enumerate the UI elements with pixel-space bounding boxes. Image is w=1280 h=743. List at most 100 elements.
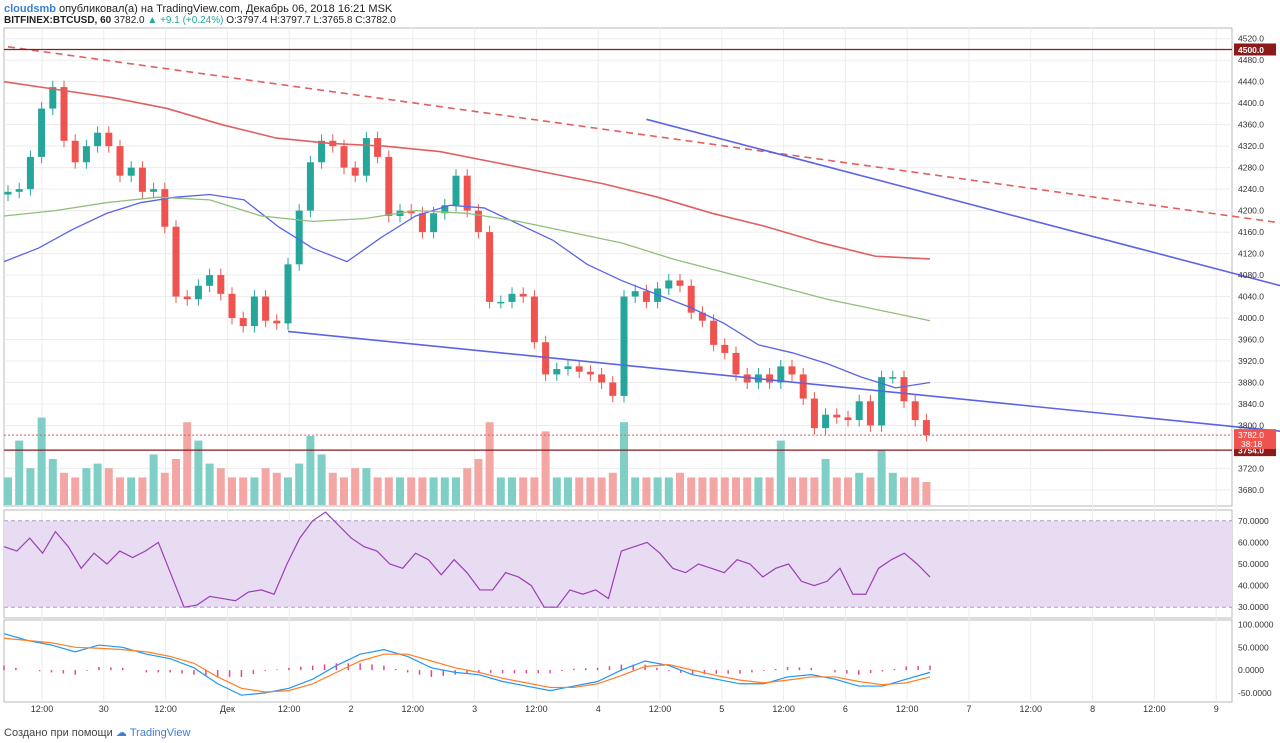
candle-body [530, 296, 538, 343]
candle-body [508, 293, 516, 302]
volume-bar [821, 459, 830, 505]
candle-body [60, 87, 68, 141]
author-name[interactable]: cloudsmb [4, 3, 56, 15]
time-tick-label: 12:00 [525, 704, 548, 714]
volume-bar [832, 477, 841, 505]
volume-bar [328, 472, 337, 505]
chart-layers [3, 46, 1280, 696]
volume-bar [709, 477, 718, 505]
volume-bar [373, 477, 382, 505]
candle-body [284, 264, 292, 324]
volume-bar [608, 472, 617, 505]
volume-bar [149, 454, 158, 505]
price-tick-label: 4440.0 [1238, 77, 1264, 87]
last-price: 3782.0 [114, 15, 145, 26]
time-tick-label: 12:00 [772, 704, 795, 714]
volume-bar [228, 477, 236, 505]
volume-bar [799, 477, 808, 505]
candle-body [4, 191, 12, 195]
volume-bar [866, 477, 875, 505]
rsi-tick-label: 70.0000 [1238, 516, 1269, 526]
volume-bar [620, 422, 628, 505]
macd-tick-label: 100.0000 [1238, 620, 1274, 630]
candle-body [340, 146, 348, 168]
price-tick-label: 4200.0 [1238, 206, 1264, 216]
ma_slow-line [3, 80, 931, 260]
price-tick-label: 3920.0 [1238, 356, 1264, 366]
candle-body [631, 291, 639, 297]
candle-body [262, 296, 270, 321]
candle-body [183, 296, 191, 300]
volume-bar [250, 477, 259, 505]
volume-bar [272, 472, 281, 505]
candle-body [15, 189, 23, 192]
volume-bar [172, 459, 180, 505]
volume-bar [71, 477, 80, 505]
published-text: опубликовал(а) на TradingView.com, Декаб… [59, 3, 393, 15]
macd-pane [3, 619, 1233, 703]
level-price-label: 4500.0 [1238, 45, 1264, 55]
volume-bar [698, 477, 707, 505]
candle-body [362, 138, 370, 176]
volume-bar [452, 477, 460, 505]
symbol-line: BITFINEX:BTCUSD, 60 3782.0 ▲ +9.1 (+0.24… [4, 15, 396, 26]
candle-body [598, 374, 606, 383]
price-tick-label: 4000.0 [1238, 313, 1264, 323]
candle-body [844, 417, 852, 421]
volume-bar [463, 468, 472, 505]
volume-bar [664, 477, 673, 505]
volume-bar [844, 477, 852, 505]
time-tick-label: 12:00 [649, 704, 672, 714]
candle-body [407, 210, 415, 214]
volume-bar [541, 431, 550, 505]
rsi-tick-label: 50.0000 [1238, 559, 1269, 569]
countdown-label: 38:18 [1241, 439, 1263, 449]
candle-body [922, 420, 930, 436]
candle-body [71, 140, 79, 163]
volume-bar [653, 477, 662, 505]
volume-bar [720, 477, 729, 505]
time-tick-label: 9 [1214, 704, 1219, 714]
candle-body [519, 293, 527, 297]
candle-body [822, 414, 830, 429]
candle-body [374, 138, 382, 157]
price-tick-label: 3960.0 [1238, 335, 1264, 345]
price-tick-label: 4320.0 [1238, 141, 1264, 151]
volume-bar [396, 477, 404, 505]
candle-body [732, 352, 740, 375]
rsi-line [3, 511, 931, 608]
candle-body [542, 342, 550, 375]
volume-bar [586, 477, 595, 505]
candle-body [676, 280, 684, 286]
candle-body [351, 167, 359, 176]
volume-bar [922, 482, 931, 505]
footer: Создано при помощи ☁ TradingView [4, 726, 190, 739]
volume-bar [754, 477, 763, 505]
candle-body [452, 175, 460, 206]
candle-body [833, 414, 841, 418]
volume-bar [810, 477, 819, 505]
price-tick-label: 4400.0 [1238, 98, 1264, 108]
up-arrow-icon: ▲ [147, 15, 158, 26]
candle-body [418, 213, 426, 233]
time-tick-label: 12:00 [1143, 704, 1166, 714]
footer-brand[interactable]: TradingView [129, 727, 191, 739]
candle-body [866, 401, 874, 426]
volume-bar [429, 477, 438, 505]
volume-bar [306, 436, 315, 505]
volume-bar [362, 468, 371, 505]
volume-bar [485, 422, 494, 505]
volume-bar [93, 463, 102, 505]
volume-bar [284, 477, 292, 505]
candle-body [138, 167, 146, 192]
price-change: +9.1 (+0.24%) [160, 15, 224, 26]
footer-text: Создано при помощи [4, 727, 113, 739]
last-price-tag [1234, 429, 1276, 450]
volume-bar [564, 477, 572, 505]
candle-body [161, 189, 169, 227]
rsi-tick-label: 40.0000 [1238, 581, 1269, 591]
candle-body [38, 108, 46, 157]
volume-bar [183, 422, 192, 505]
volume-bar [519, 477, 528, 505]
